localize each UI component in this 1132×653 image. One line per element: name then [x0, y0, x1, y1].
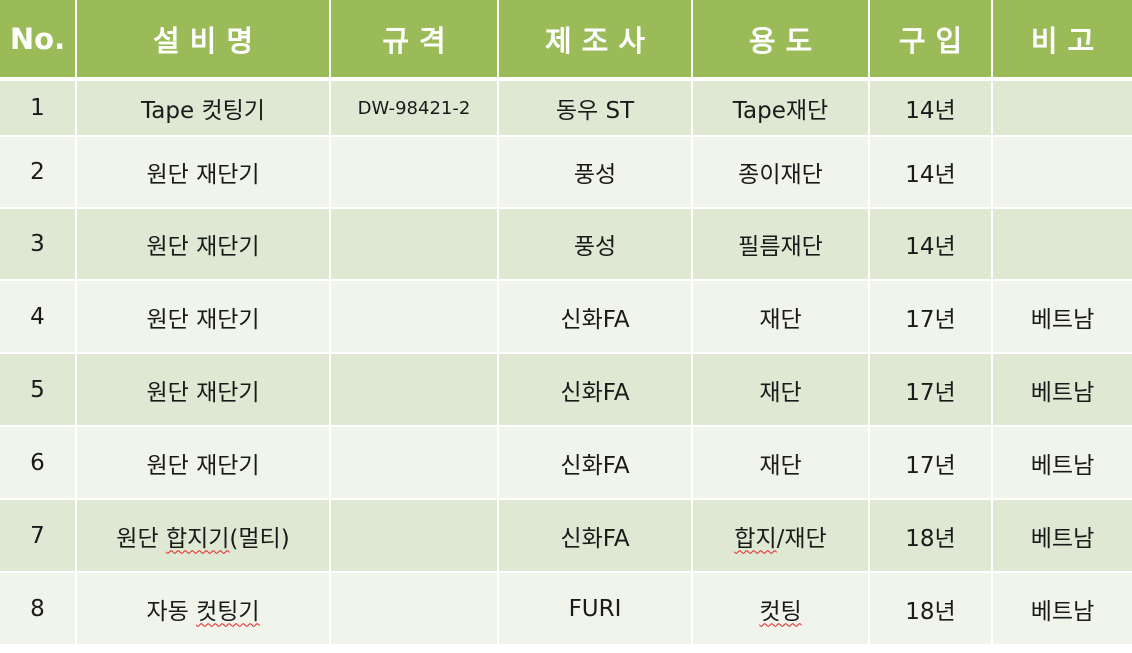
cell-purchase: 17년: [869, 426, 993, 499]
cell-spec: [330, 353, 499, 426]
cell-no: 3: [0, 208, 77, 280]
cell-no: 8: [0, 572, 77, 645]
cell-manufacturer: 신화FA: [498, 499, 693, 572]
table-row: 3 원단 재단기 풍성 필름재단 14년: [0, 208, 1132, 280]
table-row: 5 원단 재단기 신화FA 재단 17년 베트남: [0, 353, 1132, 426]
table-row: 8 자동 컷팅기 FURI 컷팅 18년 베트남: [0, 572, 1132, 645]
header-note: 비고: [992, 0, 1132, 81]
cell-manufacturer: 풍성: [498, 208, 693, 280]
cell-equipment-name: 원단 재단기: [76, 280, 331, 353]
cell-manufacturer: 풍성: [498, 136, 693, 208]
cell-equipment-name: 원단 합지기(멀티): [76, 499, 331, 572]
cell-usage: 필름재단: [692, 208, 870, 280]
cell-spec: [330, 280, 499, 353]
cell-equipment-name: 원단 재단기: [76, 426, 331, 499]
table-row: 2 원단 재단기 풍성 종이재단 14년: [0, 136, 1132, 208]
cell-equipment-name: 원단 재단기: [76, 208, 331, 280]
table-row: 4 원단 재단기 신화FA 재단 17년 베트남: [0, 280, 1132, 353]
cell-note: [992, 79, 1132, 136]
cell-equipment-name: 원단 재단기: [76, 353, 331, 426]
usage-part-flagged: 합지: [734, 525, 777, 552]
cell-manufacturer: 신화FA: [498, 280, 693, 353]
cell-equipment-name: 원단 재단기: [76, 136, 331, 208]
cell-note: 베트남: [992, 499, 1132, 572]
header-usage: 용도: [692, 0, 870, 81]
cell-spec: DW-98421-2: [330, 79, 499, 136]
name-part-flagged: 합지기: [165, 525, 230, 552]
cell-note: 베트남: [992, 353, 1132, 426]
cell-no: 4: [0, 280, 77, 353]
cell-usage: 재단: [692, 280, 870, 353]
header-purchase: 구입: [869, 0, 993, 81]
cell-spec: [330, 499, 499, 572]
cell-purchase: 14년: [869, 79, 993, 136]
header-row: No. 설비명 규격 제조사 용도 구입 비고: [0, 0, 1132, 81]
cell-spec: [330, 426, 499, 499]
header-no: No.: [0, 0, 77, 81]
cell-spec: [330, 136, 499, 208]
cell-usage: 종이재단: [692, 136, 870, 208]
cell-usage: 합지/재단: [692, 499, 870, 572]
cell-purchase: 18년: [869, 572, 993, 645]
header-equipment-name: 설비명: [76, 0, 331, 81]
table-row: 7 원단 합지기(멀티) 신화FA 합지/재단 18년 베트남: [0, 499, 1132, 572]
cell-manufacturer: 신화FA: [498, 353, 693, 426]
cell-equipment-name: 자동 컷팅기: [76, 572, 331, 645]
table-row: 1 Tape 컷팅기 DW-98421-2 동우 ST Tape재단 14년: [0, 79, 1132, 136]
cell-note: [992, 208, 1132, 280]
cell-manufacturer: 동우 ST: [498, 79, 693, 136]
cell-no: 1: [0, 79, 77, 136]
name-part: 원단: [116, 525, 166, 552]
name-part-flagged: 컷팅기: [196, 598, 260, 625]
cell-usage: 재단: [692, 353, 870, 426]
cell-purchase: 14년: [869, 208, 993, 280]
cell-purchase: 14년: [869, 136, 993, 208]
cell-usage: 컷팅: [692, 572, 870, 645]
cell-no: 2: [0, 136, 77, 208]
name-part: (멀티): [229, 525, 290, 552]
cell-manufacturer: 신화FA: [498, 426, 693, 499]
cell-no: 6: [0, 426, 77, 499]
cell-note: 베트남: [992, 426, 1132, 499]
usage-part: /재단: [776, 525, 827, 552]
cell-usage: 재단: [692, 426, 870, 499]
cell-purchase: 17년: [869, 280, 993, 353]
cell-usage: Tape재단: [692, 79, 870, 136]
cell-equipment-name: Tape 컷팅기: [76, 79, 331, 136]
cell-no: 7: [0, 499, 77, 572]
cell-note: [992, 136, 1132, 208]
usage-part-flagged: 컷팅: [759, 598, 802, 625]
header-spec: 규격: [330, 0, 499, 81]
cell-manufacturer: FURI: [498, 572, 693, 645]
table-row: 6 원단 재단기 신화FA 재단 17년 베트남: [0, 426, 1132, 499]
name-part: 자동: [146, 598, 197, 625]
cell-purchase: 17년: [869, 353, 993, 426]
header-manufacturer: 제조사: [498, 0, 693, 81]
cell-purchase: 18년: [869, 499, 993, 572]
cell-no: 5: [0, 353, 77, 426]
cell-spec: [330, 572, 499, 645]
cell-note: 베트남: [992, 280, 1132, 353]
cell-spec: [330, 208, 499, 280]
cell-note: 베트남: [992, 572, 1132, 645]
